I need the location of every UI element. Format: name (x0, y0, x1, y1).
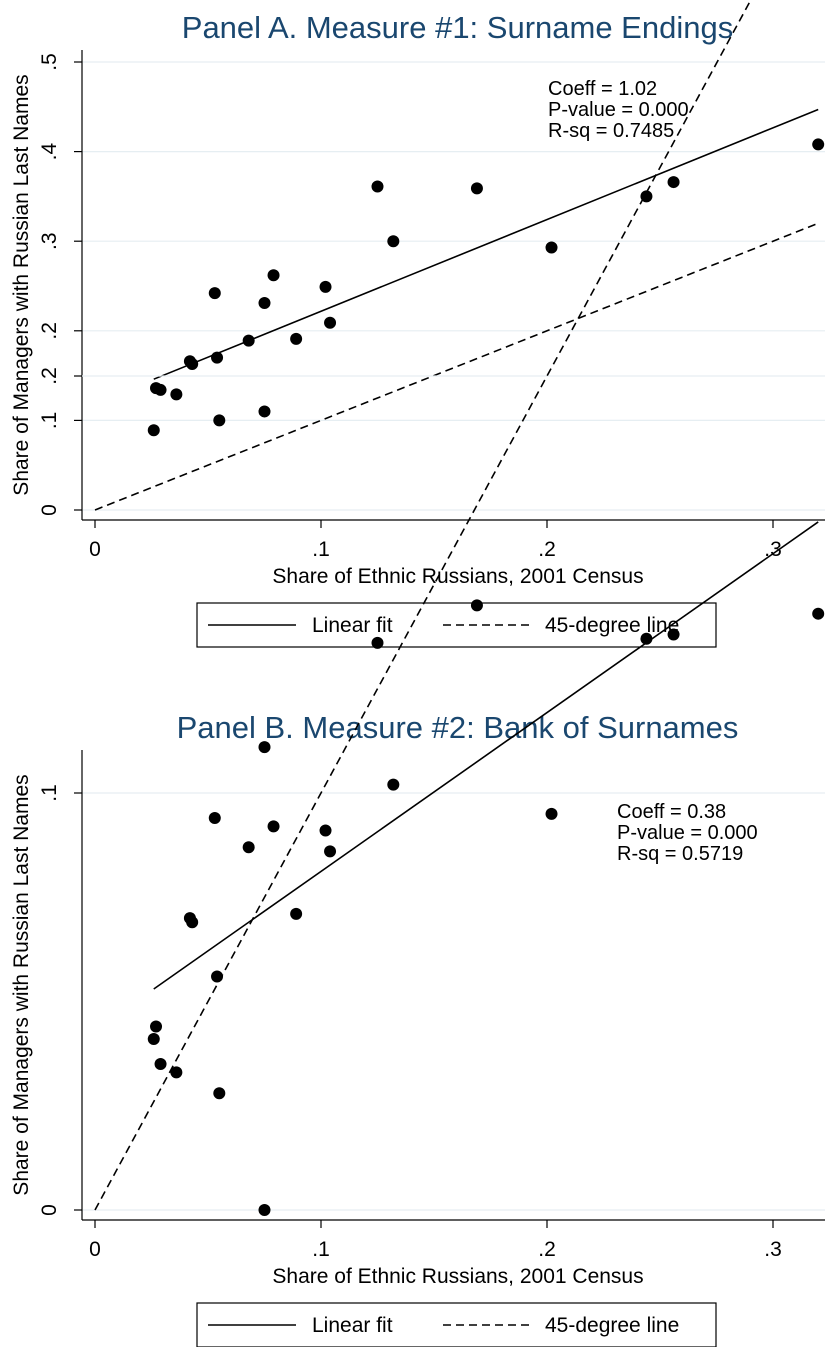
x-tick-label: .1 (312, 1238, 330, 1261)
scatter-point (290, 332, 303, 345)
scatter-point (242, 841, 255, 854)
y-axis-label: Share of Managers with Russian Last Name… (10, 774, 33, 1195)
x-tick-label: 0 (89, 1238, 101, 1261)
scatter-point (545, 807, 558, 820)
y-tick-label: .3 (38, 232, 61, 250)
scatter-point (387, 235, 400, 248)
y-tick-label: .2 (38, 322, 61, 340)
scatter-point (470, 182, 483, 195)
scatter-point (267, 269, 280, 282)
scatter-point (154, 1058, 167, 1071)
x-tick-label: .3 (764, 538, 782, 561)
y-tick-label: 0 (38, 504, 61, 516)
scatter-point (242, 334, 255, 347)
chart-title: Panel A. Measure #1: Surname Endings (182, 10, 733, 45)
scatter-point (290, 907, 303, 920)
scatter-point (208, 812, 221, 825)
chart-title: Panel B. Measure #2: Bank of Surnames (177, 710, 739, 745)
y-tick-label: 0 (38, 1204, 61, 1216)
scatter-point (319, 824, 332, 837)
x-tick-label: .3 (764, 1238, 782, 1261)
panel-a: Panel A. Measure #1: Surname Endings 0 .1.… (10, 10, 825, 648)
scatter-point (371, 180, 384, 193)
scatter-point (186, 357, 199, 370)
y-tick-label: .2 (38, 367, 61, 385)
annotation-line: P-value = 0.000 (617, 822, 758, 844)
annotation-line: R-sq = 0.5719 (617, 843, 743, 865)
scatter-point (258, 405, 271, 418)
x-tick-label: .1 (312, 538, 330, 561)
series-line-linear-fit (153, 108, 819, 380)
scatter-point (371, 636, 384, 649)
annotation-line: R-sq = 0.7485 (548, 120, 674, 142)
scatter-point (640, 632, 653, 645)
y-tick-label: .1 (38, 412, 61, 430)
scatter-point (667, 628, 680, 641)
scatter-point (258, 1204, 271, 1216)
y-axis-label: Share of Managers with Russian Last Name… (10, 74, 33, 495)
x-tick-label: .2 (538, 1238, 556, 1261)
scatter-point (812, 607, 825, 620)
y-tick-label: .4 (38, 143, 61, 161)
y-tick-label: .5 (38, 53, 61, 71)
scatter-point (213, 1087, 226, 1100)
scatter-point (211, 970, 224, 983)
annotation-line: Coeff = 0.38 (617, 801, 726, 823)
series-line-linear-fit (153, 521, 819, 990)
scatter-point (170, 388, 183, 401)
scatter-point (258, 297, 271, 310)
annotation-line: Coeff = 1.02 (548, 78, 657, 100)
scatter-point (211, 351, 224, 364)
legend-label-linear-fit: Linear fit (312, 1314, 393, 1337)
x-tick-label: 0 (89, 538, 101, 561)
legend-label-45-degree: 45-degree line (545, 614, 679, 637)
scatter-point (154, 383, 167, 396)
annotation-line: P-value = 0.000 (548, 99, 689, 121)
scatter-point (267, 820, 280, 833)
scatter-point (319, 280, 332, 293)
scatter-point (812, 138, 825, 151)
scatter-point (147, 424, 160, 437)
x-axis-label: Share of Ethnic Russians, 2001 Census (272, 1265, 643, 1288)
scatter-point (147, 1033, 160, 1046)
legend: Linear fit 45-degree line (196, 602, 717, 648)
panel-b: Panel B. Measure #2: Bank of Surnames 0 .1… (10, 0, 825, 1347)
scatter-point (324, 845, 337, 858)
scatter-point (208, 287, 221, 300)
series-line-45-degree (94, 222, 819, 511)
scatter-point (213, 414, 226, 427)
legend-label-45-degree: 45-degree line (545, 1314, 679, 1337)
legend: Linear fit 45-degree line (196, 1302, 717, 1347)
scatter-point (545, 241, 558, 254)
scatter-point (186, 916, 199, 929)
scatter-point (150, 1020, 163, 1033)
x-axis-label: Share of Ethnic Russians, 2001 Census (272, 565, 643, 588)
scatter-point (667, 176, 680, 189)
scatter-point (258, 741, 271, 754)
scatter-point (470, 599, 483, 612)
scatter-point (324, 316, 337, 329)
series-line-45-degree (94, 0, 752, 1211)
scatter-point (170, 1066, 183, 1079)
scatter-point (387, 778, 400, 791)
legend-label-linear-fit: Linear fit (312, 614, 393, 637)
x-tick-label: .2 (538, 538, 556, 561)
y-tick-label: .1 (38, 784, 61, 802)
